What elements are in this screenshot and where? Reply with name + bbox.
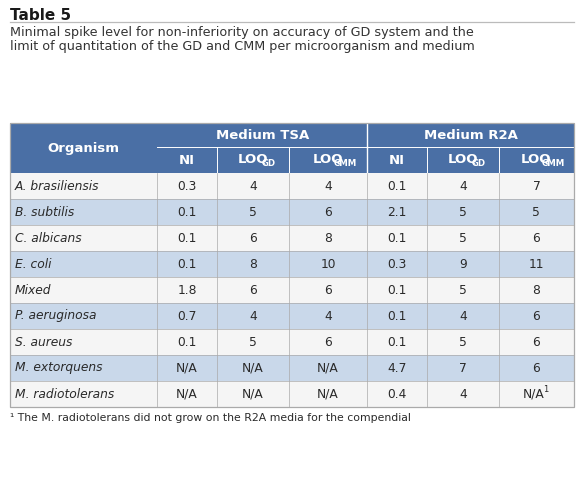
Text: N/A: N/A	[317, 388, 339, 401]
Text: Medium TSA: Medium TSA	[215, 129, 309, 141]
Text: 0.1: 0.1	[387, 283, 406, 296]
Text: N/A: N/A	[176, 388, 198, 401]
Text: M. radiotolerans: M. radiotolerans	[15, 388, 114, 401]
Text: CMM: CMM	[541, 159, 565, 168]
Text: S. aureus: S. aureus	[15, 336, 72, 348]
Text: C. albicans: C. albicans	[15, 231, 82, 245]
Bar	[10, 173, 574, 199]
Text: LOQ: LOQ	[447, 152, 478, 165]
Text: 0.3: 0.3	[178, 180, 197, 193]
Text: E. coli: E. coli	[15, 258, 51, 271]
Text: 8: 8	[324, 231, 332, 245]
Text: 5: 5	[459, 206, 467, 218]
Text: LOQ: LOQ	[521, 152, 552, 165]
Text: 4: 4	[324, 180, 332, 193]
Text: Organism: Organism	[48, 141, 120, 154]
Text: 6: 6	[324, 206, 332, 218]
Text: NI: NI	[389, 153, 405, 166]
Text: B. subtilis: B. subtilis	[15, 206, 74, 218]
Bar	[10, 123, 574, 407]
Text: limit of quantitation of the GD and CMM per microorganism and medium: limit of quantitation of the GD and CMM …	[10, 40, 475, 53]
Text: 6: 6	[249, 283, 257, 296]
Text: 11: 11	[529, 258, 544, 271]
Text: M. extorquens: M. extorquens	[15, 361, 103, 374]
Text: 4: 4	[249, 180, 257, 193]
Text: 0.1: 0.1	[387, 180, 406, 193]
Text: 4: 4	[459, 388, 467, 401]
Bar	[10, 303, 574, 329]
Text: 0.1: 0.1	[178, 231, 197, 245]
Text: 0.1: 0.1	[387, 231, 406, 245]
Text: Medium R2A: Medium R2A	[423, 129, 517, 141]
Text: GD: GD	[262, 159, 276, 168]
Text: 5: 5	[459, 231, 467, 245]
Text: 0.4: 0.4	[387, 388, 406, 401]
Text: 5: 5	[533, 206, 540, 218]
Text: NI: NI	[179, 153, 195, 166]
Bar	[10, 225, 574, 251]
Text: 0.7: 0.7	[178, 309, 197, 323]
Text: 4: 4	[324, 309, 332, 323]
Text: N/A: N/A	[176, 361, 198, 374]
Text: 0.1: 0.1	[178, 336, 197, 348]
Text: 4: 4	[459, 309, 467, 323]
Text: P. aeruginosa: P. aeruginosa	[15, 309, 96, 323]
Text: CMM: CMM	[333, 159, 357, 168]
Bar	[10, 329, 574, 355]
Text: 6: 6	[249, 231, 257, 245]
Text: 6: 6	[533, 336, 540, 348]
Text: 1: 1	[543, 385, 548, 394]
Text: 9: 9	[459, 258, 467, 271]
Text: N/A: N/A	[242, 361, 264, 374]
Bar	[10, 147, 574, 173]
Text: LOQ: LOQ	[313, 152, 343, 165]
Text: 0.3: 0.3	[387, 258, 406, 271]
Text: Mixed: Mixed	[15, 283, 51, 296]
Text: 4: 4	[249, 309, 257, 323]
Text: ¹ The M. radiotolerans did not grow on the R2A media for the compendial: ¹ The M. radiotolerans did not grow on t…	[10, 413, 411, 423]
Text: 8: 8	[533, 283, 540, 296]
Bar	[10, 355, 574, 381]
Bar	[10, 251, 574, 277]
Text: 1.8: 1.8	[178, 283, 197, 296]
Text: N/A: N/A	[317, 361, 339, 374]
Text: 5: 5	[249, 206, 257, 218]
Text: 4.7: 4.7	[387, 361, 406, 374]
Text: N/A: N/A	[242, 388, 264, 401]
Text: 4: 4	[459, 180, 467, 193]
Text: 0.1: 0.1	[387, 336, 406, 348]
Bar	[10, 199, 574, 225]
Text: N/A: N/A	[523, 388, 544, 401]
Text: 6: 6	[533, 309, 540, 323]
Text: 5: 5	[459, 283, 467, 296]
Text: 7: 7	[533, 180, 540, 193]
Text: 6: 6	[533, 231, 540, 245]
Text: 5: 5	[459, 336, 467, 348]
Text: Table 5: Table 5	[10, 8, 71, 23]
Text: LOQ: LOQ	[238, 152, 268, 165]
Text: 0.1: 0.1	[387, 309, 406, 323]
Bar	[10, 277, 574, 303]
Text: GD: GD	[471, 159, 486, 168]
Text: 6: 6	[533, 361, 540, 374]
Text: 7: 7	[459, 361, 467, 374]
Text: 0.1: 0.1	[178, 206, 197, 218]
Text: 10: 10	[320, 258, 336, 271]
Text: Minimal spike level for non-inferiority on accuracy of GD system and the: Minimal spike level for non-inferiority …	[10, 26, 474, 39]
Text: 8: 8	[249, 258, 257, 271]
Text: 2.1: 2.1	[387, 206, 406, 218]
Text: A. brasiliensis: A. brasiliensis	[15, 180, 99, 193]
Text: 0.1: 0.1	[178, 258, 197, 271]
Text: 5: 5	[249, 336, 257, 348]
Bar	[10, 381, 574, 407]
Text: 6: 6	[324, 336, 332, 348]
Text: 6: 6	[324, 283, 332, 296]
Bar	[10, 123, 574, 147]
